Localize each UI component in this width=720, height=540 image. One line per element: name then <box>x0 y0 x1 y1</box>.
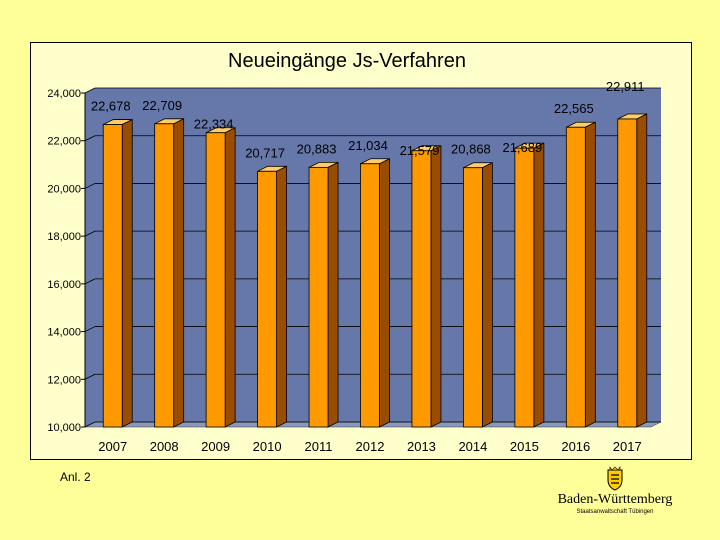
gridline-depth <box>84 230 96 237</box>
gridline-depth <box>84 135 96 142</box>
data-label: 21,034 <box>348 138 388 153</box>
bar-2016 <box>565 121 596 428</box>
y-tick-label: 14,000 <box>47 327 81 339</box>
bar-side <box>379 158 390 428</box>
bar-chart: Neueingänge Js-Verfahren 10,000 12,000 14,… <box>47 50 662 454</box>
bar-front <box>102 124 123 428</box>
gridline-depth <box>84 373 96 380</box>
x-tick-label: 2009 <box>201 439 230 454</box>
gridline-depth <box>84 87 96 94</box>
bar-side <box>224 127 236 428</box>
x-tick-label: 2010 <box>253 439 282 454</box>
y-tick-label: 22,000 <box>47 136 81 148</box>
bar-2011 <box>308 161 339 428</box>
x-tick-label: 2014 <box>458 439 487 454</box>
brand-name: Baden-Württemberg <box>557 492 673 507</box>
bar-front <box>565 126 586 428</box>
bar-2014 <box>463 162 493 428</box>
data-label: 21,689 <box>502 140 542 155</box>
data-label: 22,565 <box>554 101 594 116</box>
y-tick-label: 12,000 <box>47 374 81 386</box>
chart-frame: Neueingänge Js-Verfahren 10,000 12,000 14,… <box>30 42 692 460</box>
y-tick-label: 10,000 <box>47 422 81 434</box>
state-logo: Baden-Württemberg Staatsanwaltschaft Tüb… <box>555 466 675 530</box>
bar-front <box>411 150 432 428</box>
bar-side <box>327 161 339 428</box>
coat-of-arms-icon <box>607 466 623 491</box>
bar-2017 <box>617 113 648 428</box>
data-label: 22,678 <box>91 99 131 114</box>
bar-2007 <box>102 118 133 428</box>
bar-front <box>308 166 329 428</box>
x-tick-label: 2008 <box>150 439 179 454</box>
y-tick-label: 18,000 <box>47 231 81 243</box>
bar-front <box>617 118 638 428</box>
bar-front <box>154 123 175 428</box>
gridline-depth <box>84 183 96 189</box>
gridline-depth <box>84 326 96 332</box>
gridline-depth <box>84 278 96 285</box>
x-tick-label: 2013 <box>407 439 436 454</box>
brand-subtitle: Staatsanwaltschaft Tübingen <box>576 509 654 515</box>
bar-front <box>463 167 483 428</box>
data-label: 20,868 <box>451 142 491 157</box>
data-label: 22,334 <box>194 117 234 132</box>
bar-front <box>514 147 535 428</box>
bar-front <box>257 170 277 428</box>
bar-2009 <box>205 127 236 428</box>
bar-side <box>121 118 133 428</box>
bar-side <box>584 121 596 428</box>
bar-side <box>276 165 287 428</box>
bar-2010 <box>257 165 287 428</box>
bar-side <box>430 145 442 428</box>
x-tick-label: 2016 <box>561 439 590 454</box>
y-tick-label: 24,000 <box>47 88 81 100</box>
bar-front <box>360 163 380 428</box>
x-tick-label: 2011 <box>305 439 333 454</box>
annex-note: Anl. 2 <box>60 470 91 484</box>
bar-2013 <box>411 145 442 428</box>
bar-2012 <box>360 158 390 428</box>
x-tick-label: 2015 <box>510 439 539 454</box>
bar-side <box>173 118 185 428</box>
x-tick-label: 2017 <box>613 439 642 454</box>
data-label: 21,579 <box>400 143 440 158</box>
bar-side <box>533 142 545 428</box>
bar-2015 <box>514 142 545 428</box>
data-label: 22,709 <box>142 98 182 113</box>
gridline-depth <box>84 421 96 428</box>
x-tick-label: 2012 <box>356 439 385 454</box>
y-tick-label: 20,000 <box>47 183 81 195</box>
chart-title: Neueingänge Js-Verfahren <box>228 50 466 72</box>
data-label: 20,883 <box>297 141 337 156</box>
bar-front <box>205 132 226 428</box>
data-label: 20,717 <box>245 145 285 160</box>
x-tick-label: 2007 <box>98 439 127 454</box>
data-label: 22,911 <box>606 79 645 94</box>
bar-side <box>482 162 493 428</box>
y-tick-label: 16,000 <box>47 279 81 291</box>
bar-2008 <box>154 118 185 428</box>
bar-side <box>636 113 648 428</box>
